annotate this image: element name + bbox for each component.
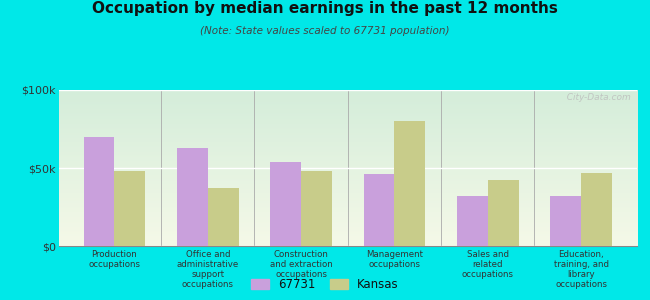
- Text: (Note: State values scaled to 67731 population): (Note: State values scaled to 67731 popu…: [200, 26, 450, 35]
- Bar: [551, 196, 581, 246]
- Bar: [301, 171, 332, 246]
- Bar: [270, 162, 301, 246]
- Bar: [457, 196, 488, 246]
- Text: City-Data.com: City-Data.com: [562, 93, 631, 102]
- Legend: 67731, Kansas: 67731, Kansas: [252, 278, 398, 291]
- Bar: [208, 188, 239, 246]
- Text: Occupation by median earnings in the past 12 months: Occupation by median earnings in the pas…: [92, 2, 558, 16]
- Bar: [581, 173, 612, 246]
- Bar: [488, 181, 519, 246]
- Bar: [177, 148, 208, 246]
- Bar: [363, 174, 395, 246]
- Bar: [84, 137, 114, 246]
- Bar: [395, 121, 425, 246]
- Bar: [114, 171, 146, 246]
